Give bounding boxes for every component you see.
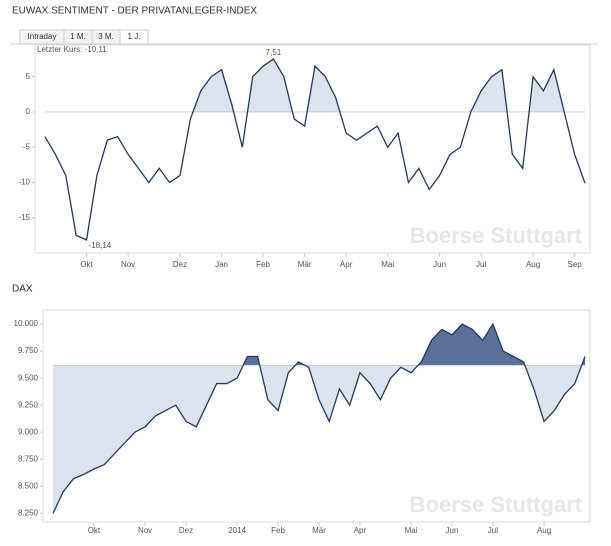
y-tick-label: 9.500 xyxy=(18,373,39,382)
x-tick-label: Nov xyxy=(138,526,152,535)
watermark: Boerse Stuttgart xyxy=(410,223,583,248)
line xyxy=(44,58,586,241)
annotation: 7,51 xyxy=(266,48,282,57)
y-tick-label: 10.000 xyxy=(14,319,39,328)
y-tick-label: 9.000 xyxy=(18,427,39,436)
x-tick-label: Mär xyxy=(312,526,326,535)
x-tick-label: Mai xyxy=(381,260,394,269)
plot-frame xyxy=(34,44,591,254)
area-fill xyxy=(53,324,585,366)
x-tick-label: Jun xyxy=(446,526,459,535)
watermark: Boerse Stuttgart xyxy=(410,492,583,517)
y-tick-label: -10 xyxy=(18,178,30,187)
area-fill xyxy=(45,59,585,112)
tab-label[interactable]: 1 M. xyxy=(70,32,86,41)
chart-title: DAX xyxy=(12,284,33,295)
annotation: -18,14 xyxy=(89,241,112,250)
x-tick-label: Feb xyxy=(256,260,270,269)
y-tick-label: 5 xyxy=(26,72,31,81)
x-tick-label: Jul xyxy=(476,260,486,269)
y-tick-label: 8.500 xyxy=(18,481,39,490)
chart-title: EUWAX SENTIMENT - DER PRIVATANLEGER-INDE… xyxy=(12,6,257,17)
y-tick-label: 8.750 xyxy=(18,454,39,463)
x-tick-label: Jan xyxy=(215,260,228,269)
x-tick-label: Dez xyxy=(173,260,187,269)
x-tick-label: Apr xyxy=(354,526,367,535)
line xyxy=(52,322,586,514)
plot-frame xyxy=(42,309,591,523)
tab-label[interactable]: 1 J. xyxy=(128,32,141,41)
x-tick-label: Jul xyxy=(488,526,498,535)
area-fill xyxy=(53,365,582,514)
x-tick-label: Sep xyxy=(567,260,582,269)
y-tick-label: 9.750 xyxy=(18,346,39,355)
x-tick-label: Jun xyxy=(433,260,446,269)
y-tick-label: 8.250 xyxy=(18,508,39,517)
tab-label[interactable]: 3 M. xyxy=(98,32,114,41)
x-tick-label: Dez xyxy=(179,526,193,535)
x-tick-label: Okt xyxy=(80,260,93,269)
x-tick-label: Mär xyxy=(298,260,312,269)
x-tick-label: Nov xyxy=(121,260,135,269)
y-tick-label: -15 xyxy=(18,213,30,222)
x-tick-label: Okt xyxy=(88,526,101,535)
x-tick-label: Aug xyxy=(537,526,551,535)
x-tick-label: Aug xyxy=(526,260,540,269)
x-tick-label: Mai xyxy=(405,526,418,535)
x-tick-label: Apr xyxy=(340,260,353,269)
tab[interactable] xyxy=(119,29,149,45)
y-tick-label: -5 xyxy=(23,142,31,151)
y-tick-label: 0 xyxy=(26,107,31,116)
y-tick-label: 9.250 xyxy=(18,400,39,409)
tab-label[interactable]: Intraday xyxy=(28,32,57,41)
x-tick-label: Feb xyxy=(271,526,285,535)
annotation: Letzter Kurs: -10,11 xyxy=(37,45,107,54)
x-tick-label: 2014 xyxy=(228,526,246,535)
